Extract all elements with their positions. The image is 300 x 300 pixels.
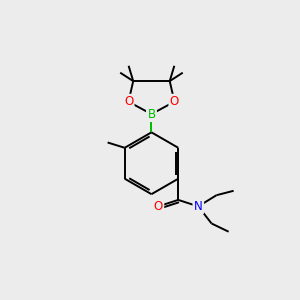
Text: O: O bbox=[154, 200, 163, 213]
Text: O: O bbox=[124, 95, 133, 108]
Text: B: B bbox=[147, 108, 155, 121]
Text: N: N bbox=[194, 200, 203, 213]
Text: O: O bbox=[170, 95, 179, 108]
